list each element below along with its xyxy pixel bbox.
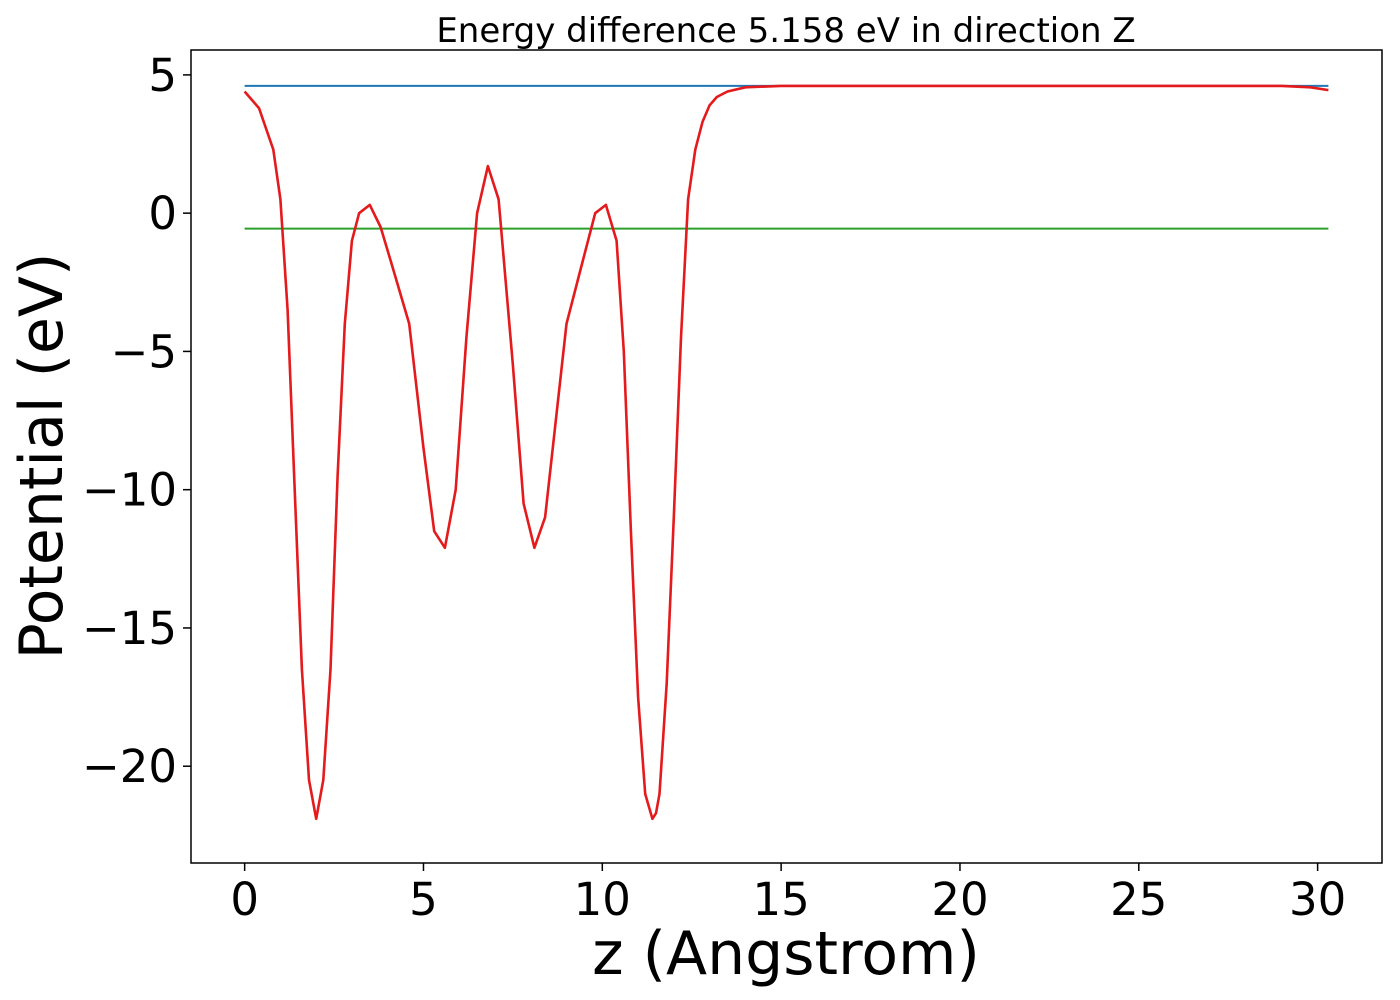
x-axis-ticks: 0 5 10 15 20 25 30 <box>230 863 1346 926</box>
x-tick-label: 10 <box>574 873 631 926</box>
y-tick-label: 5 <box>148 49 177 102</box>
y-tick-label: −15 <box>82 602 177 655</box>
x-tick-label: 5 <box>409 873 438 926</box>
plot-frame <box>190 49 1383 864</box>
y-axis-ticks: 5 0 −5 −10 −15 −20 <box>82 49 191 793</box>
x-tick-label: 20 <box>931 873 988 926</box>
y-tick-label: −5 <box>111 325 177 378</box>
y-tick-label: −20 <box>82 740 177 793</box>
x-tick-label: 0 <box>230 873 259 926</box>
x-axis-label: z (Angstrom) <box>592 919 980 989</box>
y-tick-label: 0 <box>148 187 177 240</box>
x-tick-label: 15 <box>753 873 810 926</box>
series-line-2 <box>243 84 1329 821</box>
chart-title: Energy difference 5.158 eV in direction … <box>436 11 1135 51</box>
y-tick-label: −10 <box>82 464 177 517</box>
x-tick-label: 30 <box>1289 873 1346 926</box>
x-tick-label: 25 <box>1110 873 1167 926</box>
y-axis-label: Potential (eV) <box>7 253 77 660</box>
series-layer <box>243 84 1329 821</box>
